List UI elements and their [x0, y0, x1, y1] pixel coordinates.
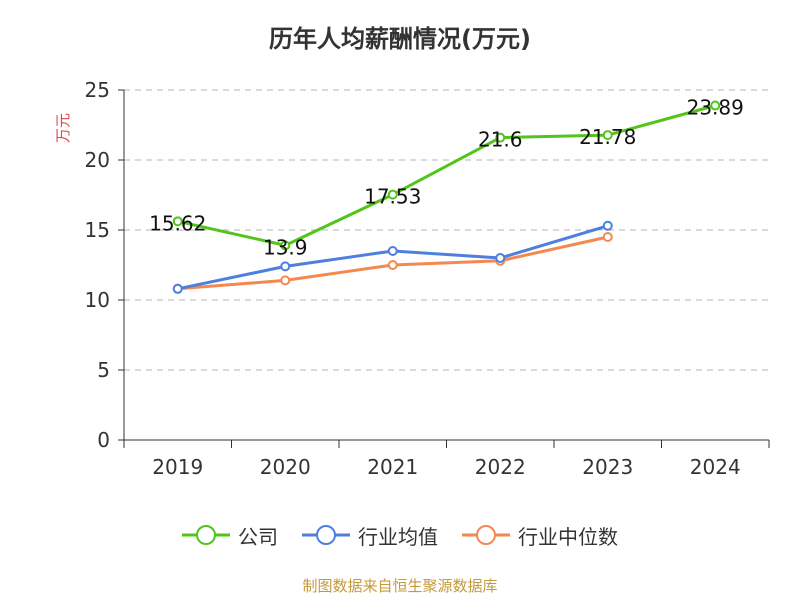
x-tick-label: 2020 [260, 455, 311, 479]
line-chart: 0 5 10 15 20 25 2019 2020 2021 2022 2023 2024 万元 15.6… [54, 78, 770, 479]
data-label: 15.62 [149, 211, 206, 235]
data-label: 17.53 [364, 185, 421, 209]
legend-marker-icon [182, 525, 230, 545]
chart-area: 0 5 10 15 20 25 2019 2020 2021 2022 2023 2024 万元 15.6… [0, 72, 800, 500]
legend-label: 公司 [238, 524, 278, 549]
legend-label: 行业均值 [358, 524, 438, 549]
source-watermark: 制图数据来自恒生聚源数据库 [302, 576, 498, 595]
data-point [280, 275, 291, 286]
data-label: 23.89 [687, 96, 744, 120]
y-tick-label: 20 [85, 148, 110, 172]
y-tick-label: 25 [85, 78, 110, 102]
legend-marker-icon [462, 525, 510, 545]
y-tick-label: 0 [97, 428, 110, 452]
data-point [280, 240, 291, 251]
y-tick-label: 10 [85, 288, 110, 312]
x-tick-label: 2021 [367, 455, 418, 479]
series-line-0 [176, 104, 717, 247]
data-point [280, 261, 291, 272]
y-tick-label: 5 [97, 358, 110, 382]
data-point [387, 189, 398, 200]
x-tick-label: 2024 [690, 455, 741, 479]
chart-legend: 公司 行业均值 行业中位数 [0, 500, 800, 570]
data-point [172, 216, 183, 227]
legend-item[interactable]: 公司 [182, 521, 278, 550]
data-point [710, 100, 721, 111]
data-point [387, 246, 398, 256]
legend-item[interactable]: 行业中位数 [462, 521, 618, 550]
data-label: 21.6 [478, 128, 523, 152]
legend-item[interactable]: 行业均值 [302, 521, 438, 550]
x-tick-label: 2023 [582, 455, 633, 479]
data-point [495, 132, 506, 143]
data-point [387, 260, 398, 270]
x-tick-label: 2019 [152, 455, 203, 479]
y-axis-label: 万元 [54, 113, 72, 143]
data-point [495, 253, 506, 263]
data-point [602, 232, 613, 242]
data-point [602, 220, 613, 231]
chart-title: 历年人均薪酬情况(万元) [269, 24, 531, 53]
data-point [602, 130, 613, 141]
data-point [172, 283, 183, 294]
data-label: 21.78 [579, 125, 636, 149]
data-label: 13.9 [263, 235, 308, 259]
y-tick-label: 15 [85, 218, 110, 242]
legend-marker-icon [302, 525, 350, 545]
legend-label: 行业中位数 [518, 524, 618, 549]
x-tick-label: 2022 [475, 455, 526, 479]
